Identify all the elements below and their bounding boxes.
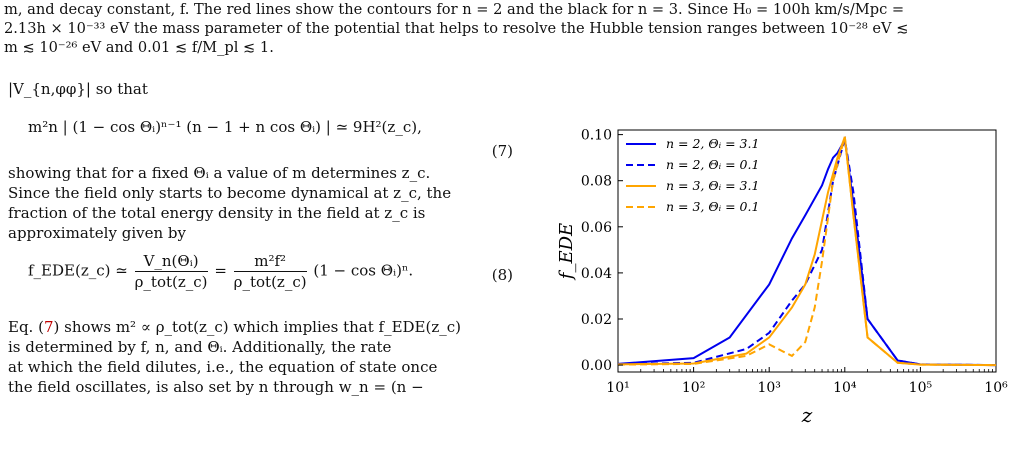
- x-tick-label: 10⁴: [833, 380, 857, 396]
- paragraph-2-line-1: Eq. (7) shows m² ∝ ρ_tot(z_c) which impl…: [8, 318, 461, 336]
- y-tick-label: 0.00: [581, 358, 612, 374]
- fede-chart: 10¹ 10² 10³ 10⁴ 10⁵ 10⁶ 0.00 0.02 0.04 0.06 0.08 0.…: [556, 118, 1024, 454]
- y-tick-label: 0.06: [581, 220, 612, 236]
- x-tick-label: 10¹: [606, 380, 629, 396]
- equation-7-link[interactable]: 7: [43, 318, 54, 336]
- equation-7-number: (7): [491, 142, 513, 160]
- eq-ref-suffix: ) shows m² ∝ ρ_tot(z_c) which implies th…: [53, 318, 462, 336]
- caption-line-1: m, and decay constant, f. The red lines …: [4, 1, 905, 18]
- caption-line-2: 2.13h × 10⁻³³ eV the mass parameter of t…: [4, 20, 909, 37]
- eq8-lhs: f_EDE(z_c) ≃: [28, 261, 128, 280]
- eq8-tail: (1 − cos Θᵢ)ⁿ.: [313, 261, 414, 280]
- paragraph-1-line-4: approximately given by: [8, 224, 186, 242]
- legend-label-2: n = 2, Θᵢ = 0.1: [666, 157, 759, 172]
- eq8-frac2-numerator: m²f²: [233, 252, 307, 272]
- eq8-frac1-numerator: V_n(Θᵢ): [134, 252, 208, 272]
- paragraph-1-line-3: fraction of the total energy density in …: [8, 204, 426, 222]
- paragraph-1-line-2: Since the field only starts to become dy…: [8, 184, 452, 202]
- legend-label-3: n = 3, Θᵢ = 3.1: [666, 178, 759, 193]
- paragraph-2-line-2: is determined by f, n, and Θᵢ. Additiona…: [8, 338, 392, 356]
- y-tick-label: 0.08: [581, 174, 612, 190]
- equation-8-number: (8): [491, 266, 513, 284]
- eq8-fraction-2: m²f² ρ_tot(z_c): [233, 252, 307, 291]
- series-line-2: [617, 138, 997, 367]
- equation-7: m²n | (1 − cos Θᵢ)ⁿ⁻¹ (n − 1 + n cos Θᵢ)…: [28, 118, 422, 136]
- caption-line-3: m ≲ 10⁻²⁶ eV and 0.01 ≲ f/M_pl ≲ 1.: [4, 39, 274, 56]
- x-tick-label: 10²: [682, 380, 705, 396]
- x-tick-label: 10³: [757, 380, 780, 396]
- y-axis-label: f_EDE: [556, 223, 577, 281]
- y-tick-label: 0.10: [581, 128, 612, 144]
- paragraph-2-line-4: the field oscillates, is also set by n t…: [8, 378, 424, 396]
- figure-caption: m, and decay constant, f. The red lines …: [4, 0, 1024, 57]
- x-axis-label: z: [801, 403, 813, 427]
- equation-8: f_EDE(z_c) ≃ V_n(Θᵢ) ρ_tot(z_c) = m²f² ρ…: [28, 252, 413, 291]
- legend-label-1: n = 2, Θᵢ = 3.1: [666, 136, 759, 151]
- chart-svg: 10¹ 10² 10³ 10⁴ 10⁵ 10⁶ 0.00 0.02 0.04 0.06 0.08 0.…: [556, 128, 1008, 427]
- eq8-equals: =: [214, 261, 227, 280]
- intro-text: |V_{n,φφ}| so that: [8, 80, 148, 98]
- x-tick-label: 10⁶: [984, 380, 1008, 396]
- eq8-frac1-denominator: ρ_tot(z_c): [134, 273, 208, 291]
- y-tick-label: 0.02: [581, 312, 612, 328]
- series-line-3: [617, 136, 997, 367]
- eq8-fraction-1: V_n(Θᵢ) ρ_tot(z_c): [134, 252, 208, 291]
- legend-label-4: n = 3, Θᵢ = 0.1: [666, 199, 759, 214]
- eq-ref-prefix: Eq. (: [8, 318, 44, 336]
- paragraph-1-line-1: showing that for a fixed Θᵢ a value of m…: [8, 164, 431, 182]
- series-line-4: [617, 136, 997, 367]
- paragraph-2-line-3: at which the field dilutes, i.e., the eq…: [8, 358, 438, 376]
- y-tick-label: 0.04: [581, 266, 612, 282]
- eq8-frac2-denominator: ρ_tot(z_c): [233, 273, 307, 291]
- series-line-1: [617, 135, 997, 367]
- plot-frame: [617, 129, 997, 373]
- x-tick-label: 10⁵: [909, 380, 933, 396]
